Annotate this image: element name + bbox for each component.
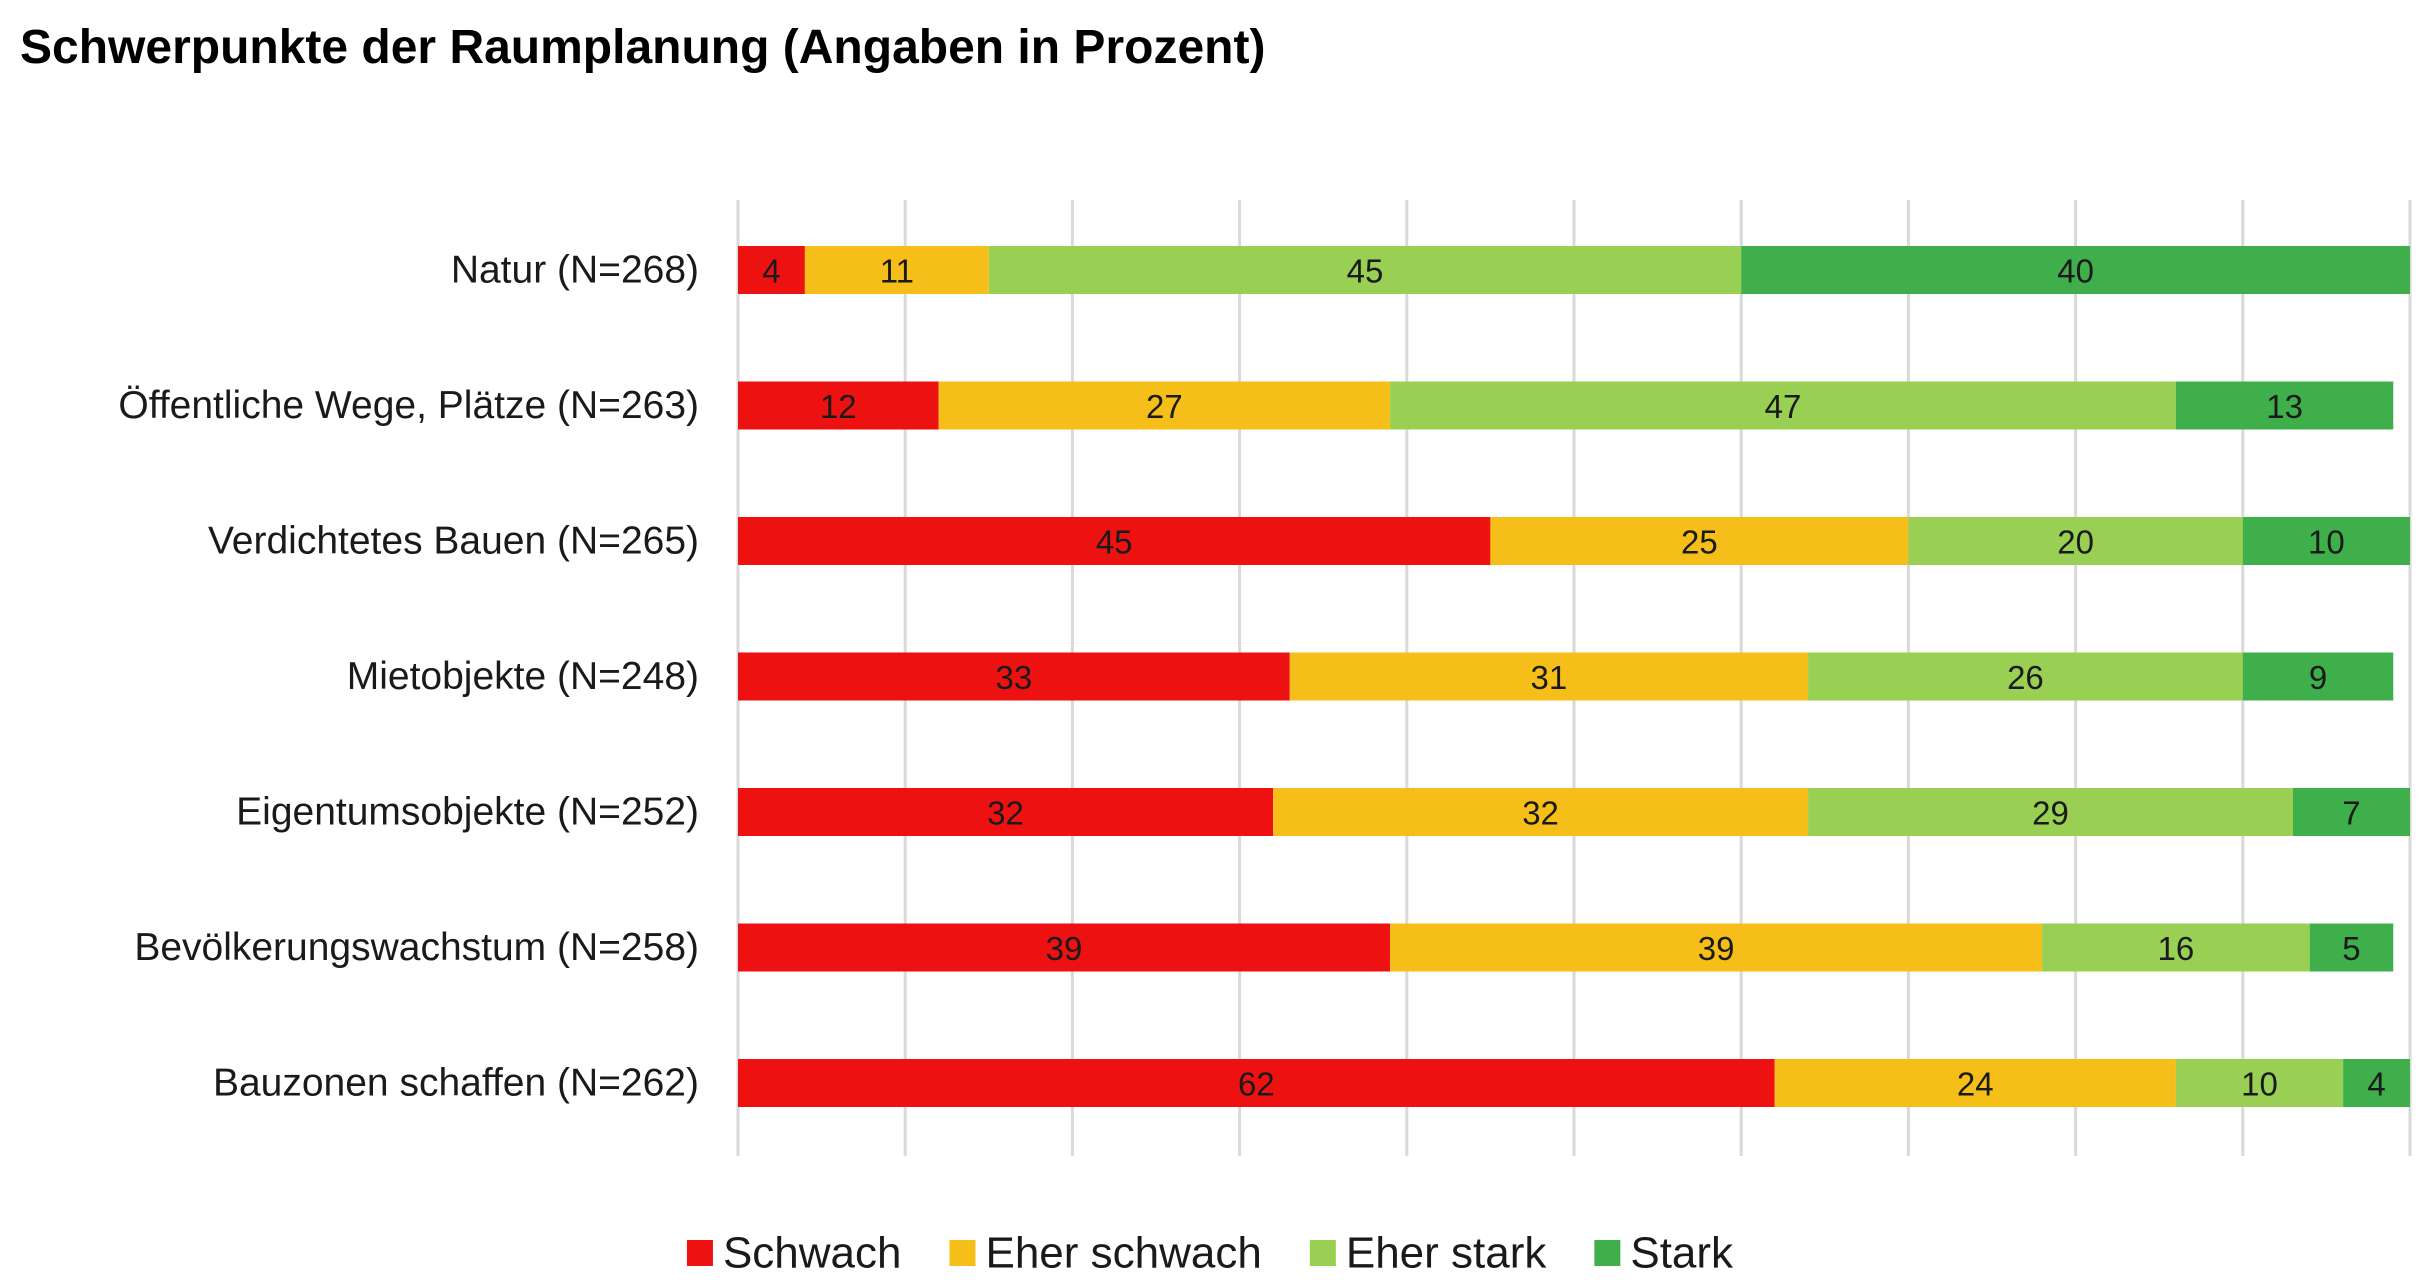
category-label: Öffentliche Wege, Plätze (N=263) — [118, 384, 699, 427]
legend-swatch — [1594, 1240, 1621, 1266]
bar-segment — [1390, 381, 2176, 430]
data-label: 10 — [2308, 524, 2345, 561]
data-label: 45 — [1096, 524, 1133, 561]
category-label: Verdichtetes Bauen (N=265) — [208, 520, 699, 563]
data-label: 11 — [880, 253, 914, 290]
data-label: 25 — [1681, 524, 1718, 561]
bar-segment — [1808, 788, 2293, 836]
category-label: Eigentumsobjekte (N=252) — [236, 791, 699, 834]
data-label: 39 — [1698, 930, 1735, 967]
data-label: 12 — [820, 388, 857, 425]
data-label: 9 — [2309, 659, 2327, 696]
bar-segment — [938, 381, 1391, 430]
data-label: 29 — [2032, 795, 2069, 832]
data-label: 10 — [2241, 1066, 2278, 1103]
data-label: 47 — [1765, 388, 1802, 425]
bar-segment — [804, 246, 989, 294]
bar-segment — [1908, 517, 2243, 565]
category-label: Bevölkerungswachstum (N=258) — [134, 926, 699, 969]
bar-segment — [738, 788, 1274, 836]
data-label: 26 — [2007, 659, 2044, 696]
category-labels: Natur (N=268) Öffentliche Wege, Plätze (N… — [118, 249, 699, 1105]
bar-segment — [2309, 923, 2394, 972]
bar-segment — [738, 923, 1391, 972]
legend-swatch — [1309, 1240, 1336, 1266]
data-label: 24 — [1957, 1066, 1994, 1103]
data-label: 33 — [996, 659, 1033, 696]
bar-segment — [2292, 788, 2410, 836]
data-label: 45 — [1347, 253, 1384, 290]
bar-segment — [2343, 1059, 2410, 1107]
data-label: 31 — [1531, 659, 1568, 696]
data-label: 40 — [2057, 253, 2094, 290]
legend-swatch — [949, 1240, 976, 1266]
bar-segment — [738, 246, 805, 294]
bar-segment — [1390, 923, 2043, 972]
legend-label: Schwach — [723, 1229, 902, 1278]
data-label: 32 — [987, 795, 1024, 832]
bar-segment — [1774, 1059, 2176, 1107]
data-label: 5 — [2342, 930, 2360, 967]
bar-segment — [1273, 788, 1809, 836]
legend-label: Stark — [1630, 1229, 1734, 1278]
data-label: 62 — [1238, 1066, 1275, 1103]
data-label: 4 — [2367, 1066, 2385, 1103]
data-label: 4 — [762, 253, 780, 290]
legend: Schwach Eher schwach Eher stark Stark — [686, 1229, 1734, 1278]
bar-segment — [1808, 652, 2243, 701]
category-label: Natur (N=268) — [451, 249, 699, 292]
bar-segment — [2242, 517, 2410, 565]
legend-item: Eher schwach — [949, 1229, 1262, 1278]
data-label: 39 — [1046, 930, 1083, 967]
legend-item: Eher stark — [1309, 1229, 1548, 1278]
bar-segment — [2242, 652, 2394, 701]
data-label: 20 — [2057, 524, 2094, 561]
bar-segment — [2042, 923, 2310, 972]
legend-label: Eher stark — [1346, 1229, 1548, 1278]
bar-segment — [988, 246, 1742, 294]
data-label: 16 — [2158, 930, 2195, 967]
legend-swatch — [686, 1240, 713, 1266]
data-label: 27 — [1146, 388, 1183, 425]
legend-item: Schwach — [686, 1229, 902, 1278]
bar-segment — [738, 517, 1491, 565]
bar-segment — [738, 1059, 1775, 1107]
bar-segment — [1741, 246, 2410, 294]
data-label: 7 — [2342, 795, 2360, 832]
bar-segment — [1289, 652, 1809, 701]
bar-segment — [738, 652, 1290, 701]
bar-segment — [738, 381, 939, 430]
legend-item: Stark — [1594, 1229, 1734, 1278]
bar-segment — [2175, 1059, 2344, 1107]
category-label: Bauzonen schaffen (N=262) — [213, 1062, 699, 1105]
chart-title: Schwerpunkte der Raumplanung (Angaben in… — [20, 21, 1265, 74]
legend-label: Eher schwach — [985, 1229, 1261, 1278]
bar-segment — [2175, 381, 2394, 430]
data-label: 32 — [1522, 795, 1559, 832]
data-label: 13 — [2266, 388, 2303, 425]
category-label: Mietobjekte (N=248) — [347, 655, 699, 698]
bar-segment — [1490, 517, 1909, 565]
